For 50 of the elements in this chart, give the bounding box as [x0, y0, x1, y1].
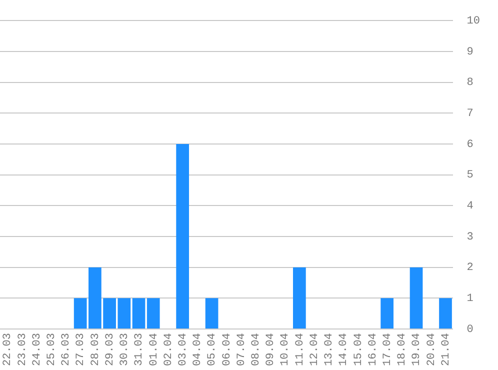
- y-tick-label: 0: [466, 324, 474, 336]
- x-tick-label: 04.04: [192, 332, 204, 366]
- bar: [132, 298, 146, 328]
- x-tick-label: 01.04: [148, 332, 160, 366]
- x-tick-label: 06.04: [221, 332, 234, 366]
- bar: [439, 298, 452, 328]
- x-tick-label: 09.04: [265, 332, 278, 366]
- y-tick-label: 1: [466, 293, 474, 306]
- y-tick-label: 2: [466, 262, 474, 274]
- x-tick-label: 25.03: [46, 332, 58, 366]
- x-tick-label: 12.04: [308, 332, 321, 366]
- x-tick-label: 27.03: [75, 332, 88, 366]
- x-tick-label: 05.04: [206, 332, 219, 366]
- x-tick-label: 20.04: [426, 332, 438, 366]
- y-tick-label: 5: [466, 170, 474, 182]
- x-tick-label: 28.03: [90, 332, 102, 366]
- bar: [205, 298, 218, 328]
- x-tick-label: 22.03: [2, 332, 14, 366]
- x-tick-label: 08.04: [250, 332, 263, 366]
- x-tick-label: 31.03: [134, 332, 146, 366]
- x-tick-label: 11.04: [294, 332, 306, 366]
- y-tick-label: 7: [466, 108, 474, 120]
- x-tick-label: 02.04: [162, 332, 175, 366]
- x-tick-label: 03.04: [177, 332, 190, 366]
- x-tick-label: 24.03: [31, 332, 44, 366]
- x-tick-label: 19.04: [411, 332, 424, 366]
- x-tick-label: 16.04: [367, 332, 380, 366]
- y-tick-label: 6: [466, 138, 474, 151]
- x-tick-label: 17.04: [382, 332, 394, 366]
- x-tick-label: 14.04: [338, 332, 350, 366]
- bar: [410, 267, 423, 328]
- y-tick-label: 8: [466, 77, 474, 90]
- x-tick-label: 13.04: [324, 332, 336, 366]
- x-tick-label: 10.04: [280, 332, 292, 366]
- y-tick-label: 4: [466, 200, 474, 213]
- bar: [293, 267, 306, 328]
- y-tick-label: 10: [466, 16, 480, 28]
- x-tick-label: 23.03: [16, 332, 29, 366]
- bar: [380, 298, 394, 328]
- bar: [176, 144, 190, 328]
- bar: [146, 298, 160, 328]
- y-tick-label: 9: [466, 46, 474, 58]
- y-tick-label: 3: [466, 231, 474, 244]
- x-tick-label: 21.04: [440, 332, 452, 366]
- x-tick-label: 15.04: [352, 332, 365, 366]
- x-tick-label: 18.04: [396, 332, 409, 366]
- x-tick-label: 26.03: [60, 332, 73, 366]
- x-tick-label: 30.03: [119, 332, 132, 366]
- x-tick-label: 07.04: [236, 332, 248, 366]
- x-tick-label: 29.03: [104, 332, 116, 366]
